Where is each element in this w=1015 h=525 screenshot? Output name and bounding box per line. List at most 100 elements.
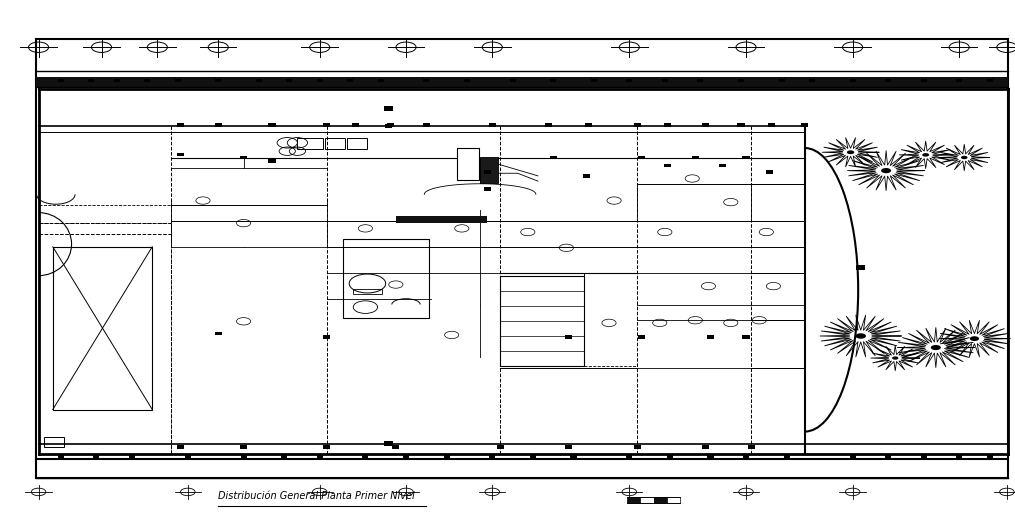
Bar: [323, 445, 331, 449]
Circle shape: [847, 150, 855, 154]
Bar: [779, 79, 785, 82]
Bar: [36, 77, 1008, 87]
Bar: [626, 79, 632, 82]
Bar: [343, 239, 429, 318]
Bar: [956, 79, 962, 82]
Bar: [297, 138, 323, 149]
Bar: [457, 148, 479, 180]
Bar: [268, 160, 276, 163]
Bar: [423, 79, 429, 82]
Bar: [240, 445, 248, 449]
Text: Distribución General Planta Primer Nivel: Distribución General Planta Primer Nivel: [218, 491, 415, 501]
Bar: [591, 79, 597, 82]
Bar: [550, 79, 556, 82]
Bar: [743, 335, 749, 339]
Bar: [583, 174, 591, 177]
Bar: [719, 163, 727, 167]
Bar: [325, 138, 345, 149]
Bar: [58, 455, 64, 458]
Bar: [175, 79, 181, 82]
Bar: [240, 155, 248, 160]
Bar: [464, 79, 470, 82]
Bar: [422, 123, 430, 127]
Circle shape: [931, 345, 941, 350]
Bar: [510, 79, 516, 82]
Bar: [626, 455, 632, 458]
Bar: [665, 123, 672, 127]
Bar: [488, 123, 495, 127]
Bar: [809, 79, 815, 82]
Bar: [784, 455, 790, 458]
Bar: [347, 79, 353, 82]
Bar: [743, 155, 749, 160]
Bar: [384, 106, 393, 111]
Bar: [737, 123, 745, 127]
Bar: [637, 335, 646, 339]
Bar: [697, 79, 703, 82]
Bar: [738, 79, 744, 82]
Bar: [802, 123, 809, 127]
Bar: [570, 455, 577, 458]
Bar: [444, 455, 450, 458]
Bar: [921, 79, 927, 82]
Circle shape: [856, 333, 866, 339]
Bar: [550, 155, 556, 160]
Bar: [58, 79, 64, 82]
Bar: [627, 497, 640, 503]
Bar: [637, 155, 646, 160]
Bar: [633, 445, 641, 449]
Circle shape: [881, 168, 891, 173]
Bar: [384, 441, 393, 446]
Circle shape: [969, 336, 979, 341]
Circle shape: [961, 156, 967, 159]
Circle shape: [923, 153, 929, 156]
Bar: [956, 455, 962, 458]
Bar: [88, 79, 94, 82]
Bar: [585, 123, 593, 127]
Bar: [323, 123, 331, 127]
Bar: [640, 497, 654, 503]
Bar: [702, 123, 708, 127]
Bar: [667, 497, 680, 503]
Bar: [667, 455, 673, 458]
Bar: [692, 155, 698, 160]
Bar: [286, 79, 292, 82]
Bar: [347, 138, 367, 149]
Bar: [177, 152, 185, 156]
Bar: [351, 123, 359, 127]
Bar: [177, 445, 185, 449]
Bar: [662, 79, 668, 82]
Bar: [747, 445, 754, 449]
Bar: [706, 335, 714, 339]
Bar: [743, 455, 749, 458]
Bar: [545, 123, 552, 127]
Bar: [702, 445, 708, 449]
Bar: [185, 455, 191, 458]
Bar: [144, 79, 150, 82]
Bar: [850, 79, 856, 82]
Bar: [856, 266, 865, 270]
Bar: [530, 455, 536, 458]
Bar: [564, 445, 572, 449]
Bar: [317, 79, 323, 82]
Bar: [396, 216, 487, 223]
Bar: [665, 163, 672, 167]
Bar: [480, 158, 498, 183]
Bar: [483, 170, 491, 174]
Bar: [53, 247, 152, 410]
Bar: [483, 187, 491, 191]
Bar: [987, 455, 993, 458]
Bar: [281, 455, 287, 458]
Bar: [392, 445, 400, 449]
Bar: [500, 276, 584, 366]
Bar: [564, 335, 572, 339]
Bar: [654, 497, 667, 503]
Bar: [707, 455, 714, 458]
Bar: [93, 455, 99, 458]
Bar: [362, 455, 368, 458]
Bar: [921, 455, 927, 458]
Bar: [214, 123, 221, 127]
Bar: [496, 445, 503, 449]
Bar: [256, 79, 262, 82]
Bar: [885, 79, 891, 82]
